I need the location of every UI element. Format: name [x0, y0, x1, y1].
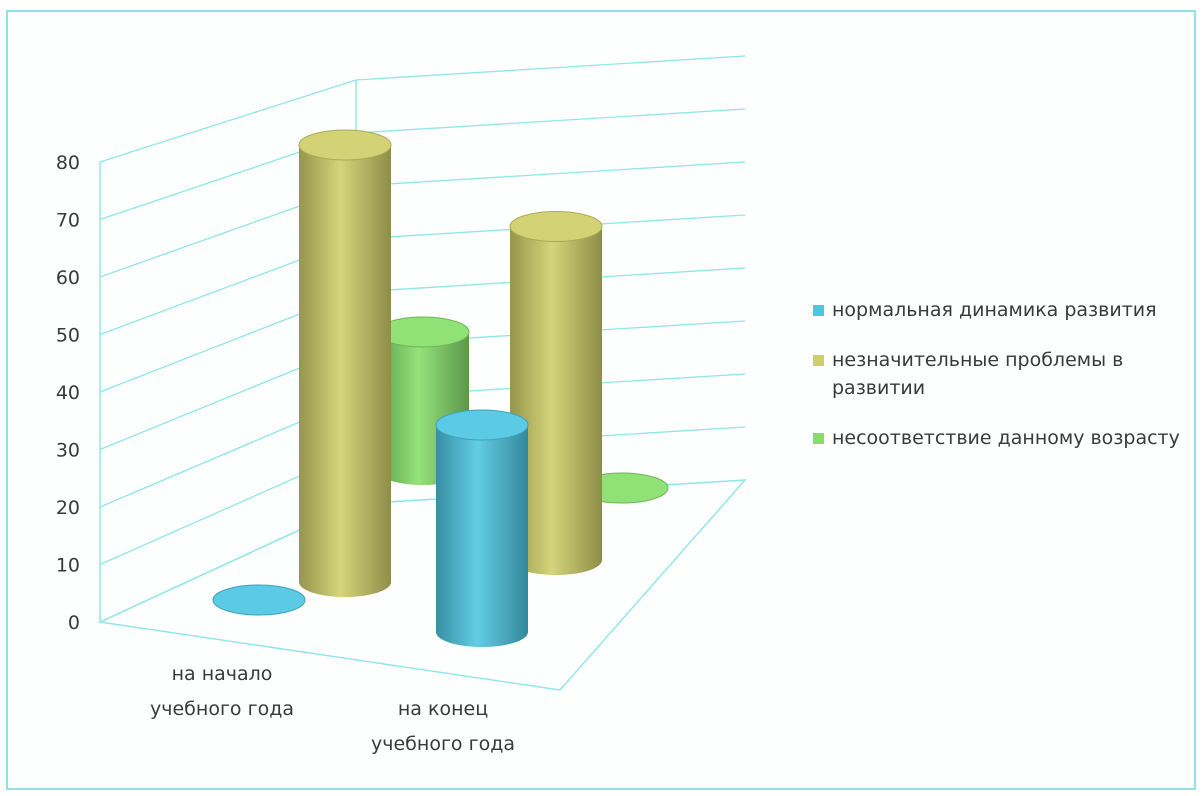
legend-swatch [813, 433, 824, 444]
legend-swatch [813, 355, 824, 366]
legend-label: незначительные проблемы в развитии [832, 349, 1124, 399]
x-category-label: на конец [398, 698, 488, 720]
gridline-back [355, 161, 746, 187]
y-axis-ticks: 0 10 20 30 40 50 60 70 80 [56, 152, 80, 634]
legend: нормальная динамика развития незначитель… [812, 296, 1197, 474]
y-tick-label: 20 [56, 497, 80, 519]
y-tick-label: 50 [56, 325, 80, 347]
bars [212, 129, 669, 647]
floor [97, 479, 747, 691]
bar [435, 409, 529, 647]
legend-label: несоответствие данному возрасту [832, 427, 1180, 449]
legend-item-normal: нормальная динамика развития [812, 296, 1197, 324]
gridline-back [355, 108, 746, 134]
y-tick-label: 70 [56, 210, 80, 232]
bar [509, 211, 603, 575]
bar [298, 129, 392, 597]
bar [212, 584, 306, 616]
bar-body [299, 145, 391, 597]
gridline-side [99, 79, 357, 163]
bar-top [509, 211, 603, 242]
y-tick-label: 80 [56, 152, 80, 174]
legend-item-minor-problems: незначительные проблемы в развитии [812, 346, 1197, 402]
legend-swatch [813, 305, 824, 316]
legend-label: нормальная динамика развития [832, 299, 1157, 321]
y-tick-label: 0 [68, 612, 80, 634]
y-tick-label: 30 [56, 440, 80, 462]
bar-body [510, 226, 602, 575]
gridline-back [355, 55, 746, 81]
bar-top [298, 129, 392, 161]
x-category-label: учебного года [150, 698, 294, 720]
bar-top [435, 409, 529, 441]
y-tick-label: 40 [56, 382, 80, 404]
y-tick-label: 10 [56, 555, 80, 577]
x-category-label: на начало [172, 663, 273, 685]
bar-top [212, 584, 306, 616]
bar-body [436, 425, 528, 647]
x-axis-labels: на начало учебного года на конец учебного г… [150, 663, 515, 755]
y-tick-label: 60 [56, 267, 80, 289]
x-category-label: учебного года [371, 733, 515, 755]
legend-item-mismatch: несоответствие данному возрасту [812, 424, 1197, 452]
